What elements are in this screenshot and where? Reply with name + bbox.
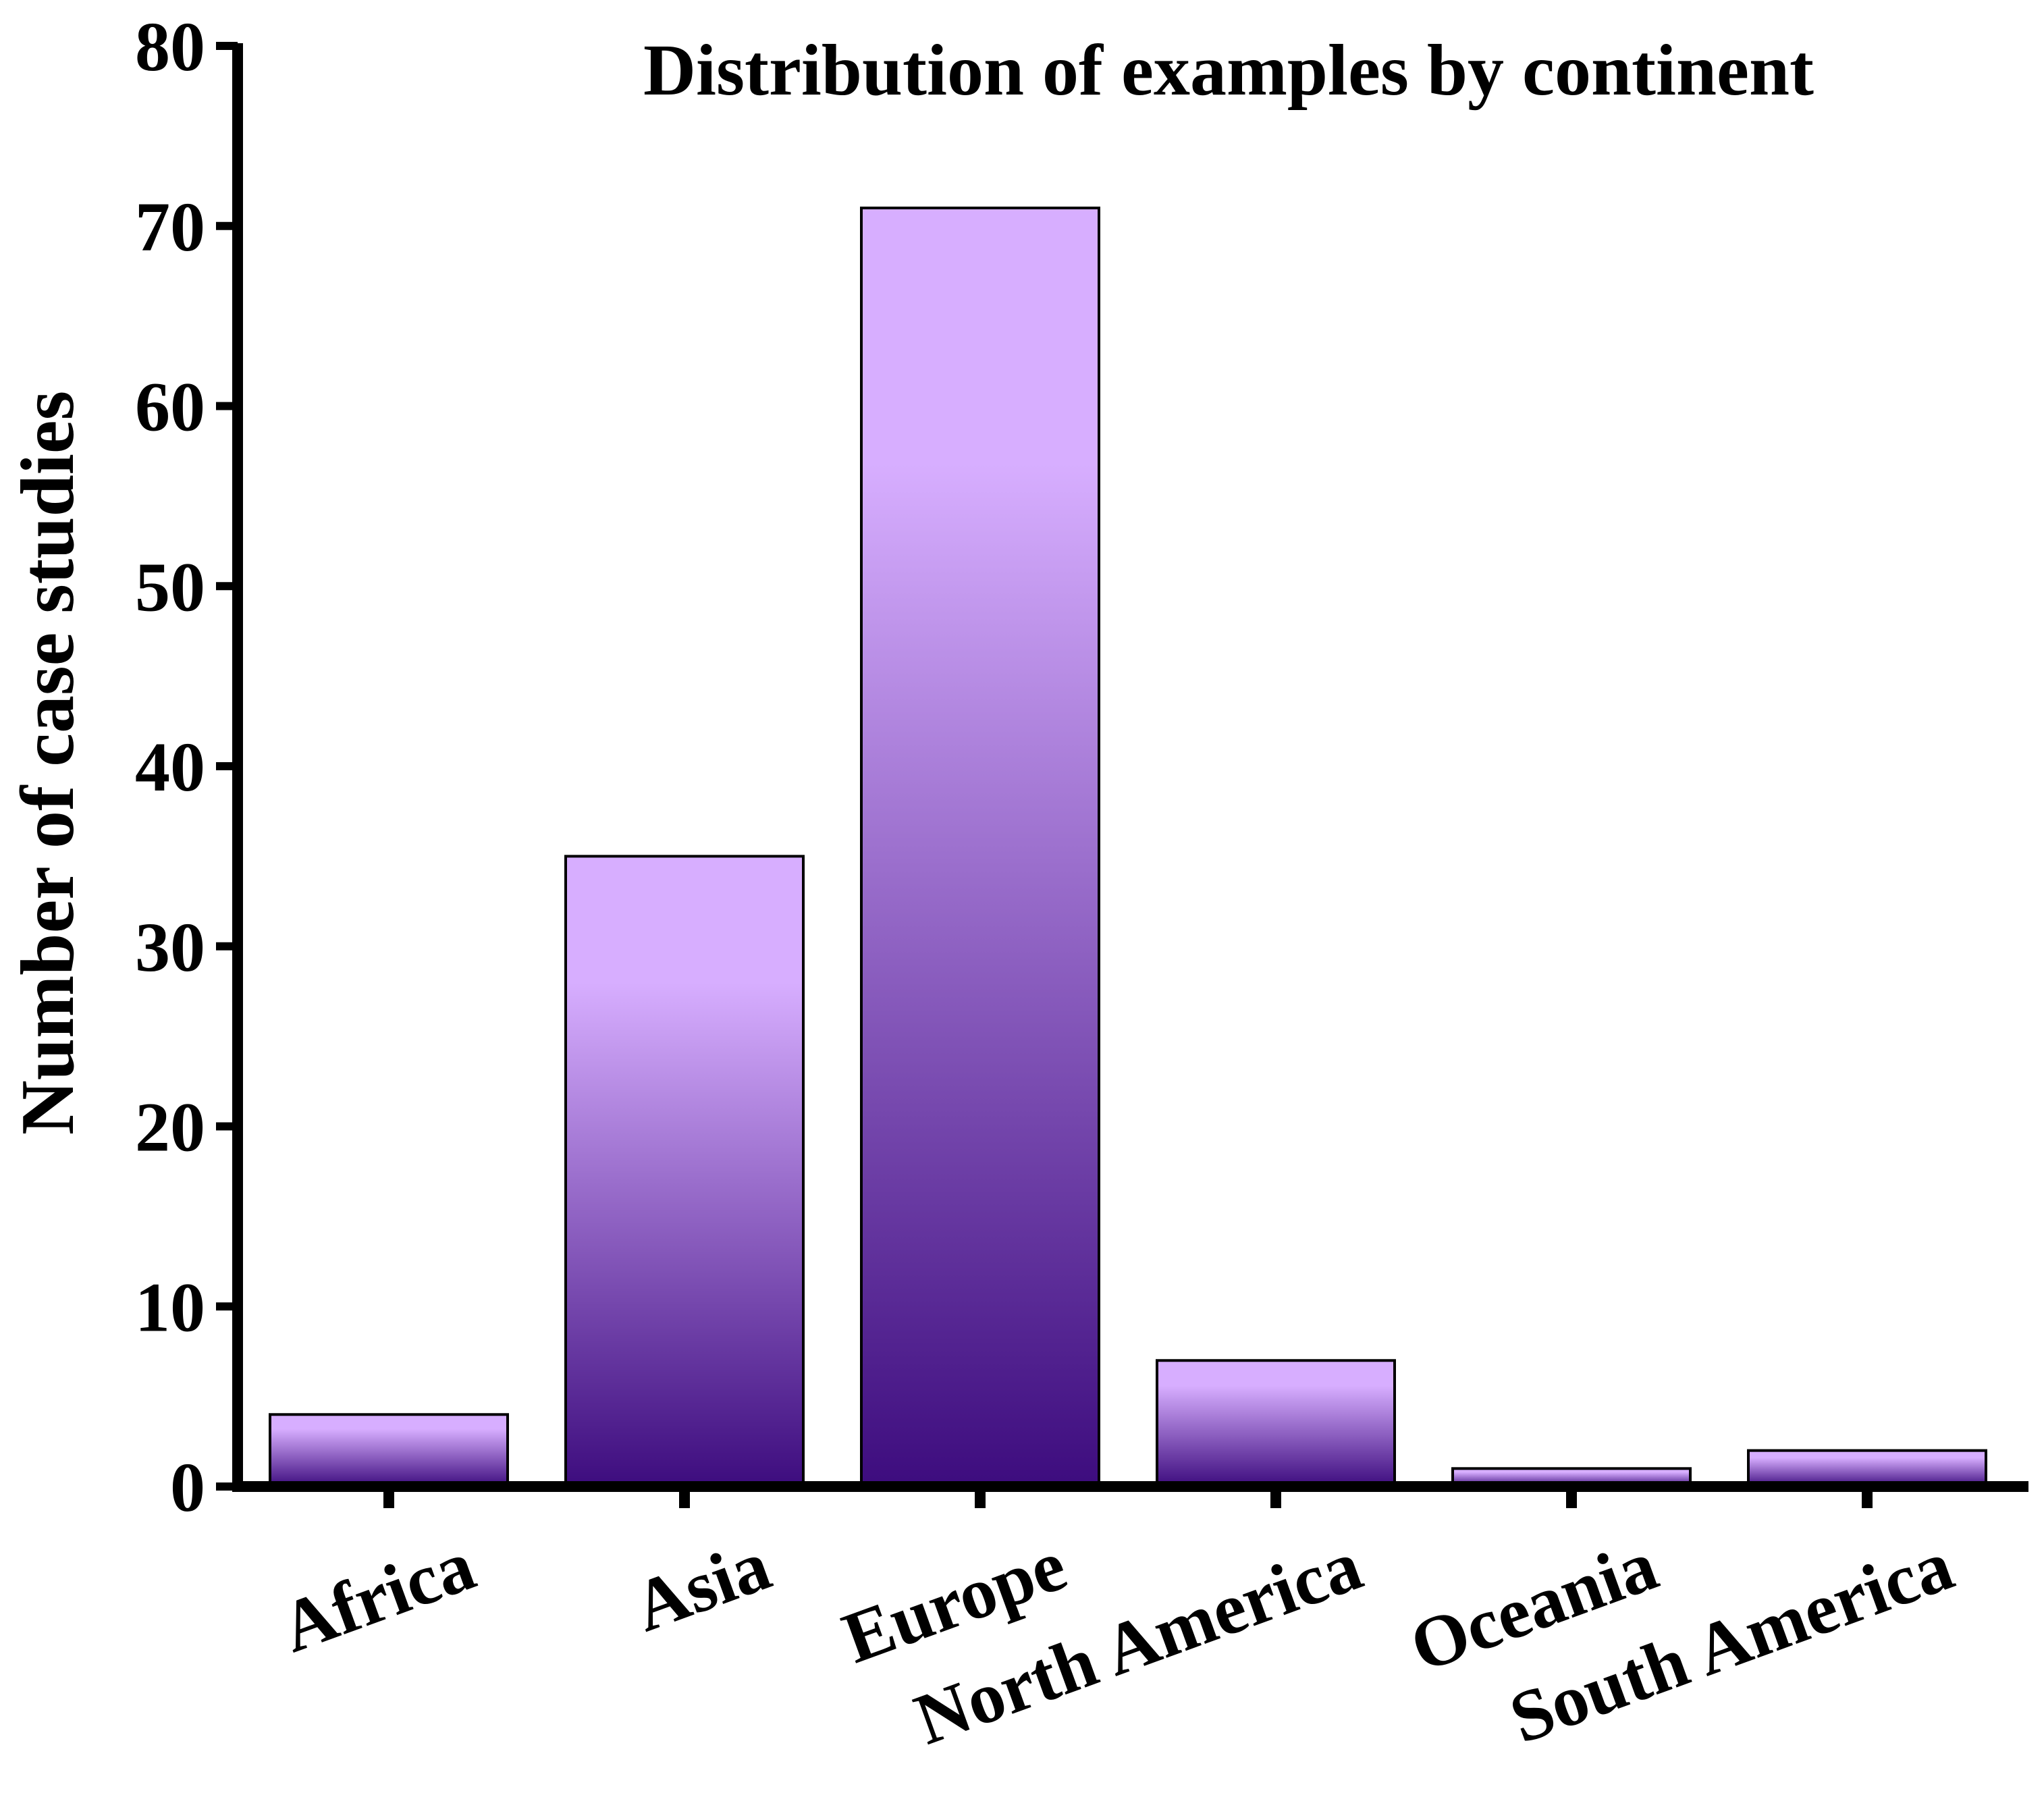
- y-tick-label: 50: [135, 548, 205, 626]
- y-tick-label: 20: [135, 1089, 205, 1167]
- bar-south-america: [1747, 1449, 1987, 1488]
- y-tick-label: 10: [135, 1268, 205, 1346]
- bar-asia: [564, 855, 805, 1488]
- y-tick-label: 40: [135, 728, 205, 806]
- y-axis-label: Number of case studies: [6, 391, 90, 1135]
- y-tick-label: 30: [135, 909, 205, 986]
- bar-north-america: [1156, 1359, 1396, 1489]
- y-tick-label: 80: [135, 8, 205, 86]
- chart-title: Distribution of examples by continent: [643, 30, 1814, 111]
- y-tick-label: 60: [135, 369, 205, 446]
- bars-group: [269, 207, 1987, 1489]
- bar-europe: [860, 207, 1100, 1489]
- x-category-label: Africa: [271, 1525, 485, 1668]
- bar-africa: [269, 1413, 509, 1489]
- y-tick-label: 0: [170, 1449, 205, 1526]
- axes-group: [232, 43, 2028, 1492]
- y-ticks-group: 0 10 20 30 40 50 60 70 80: [135, 8, 238, 1526]
- y-tick-label: 70: [135, 188, 205, 266]
- x-category-label: Asia: [624, 1525, 780, 1648]
